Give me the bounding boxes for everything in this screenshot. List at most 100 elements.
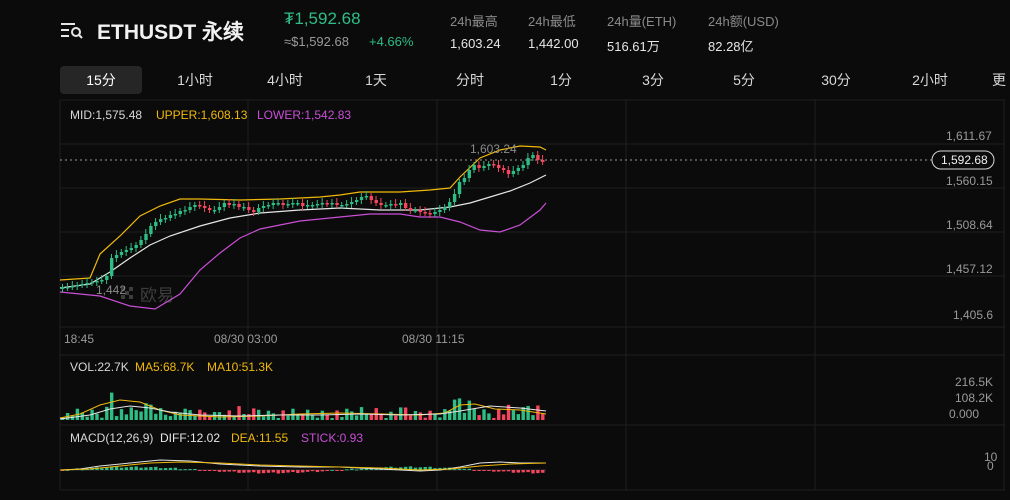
- mid-band-line: [59, 174, 547, 289]
- candle-body: [75, 285, 80, 287]
- volume-bar: [114, 416, 119, 420]
- change-percent: +4.66%: [369, 34, 414, 49]
- tab-4h[interactable]: 4小时: [267, 72, 303, 88]
- volume-bar: [95, 413, 99, 420]
- volume-bar: [276, 418, 280, 420]
- vol-label: VOL:22.7K: [70, 360, 129, 374]
- candle-body: [462, 178, 467, 182]
- candle-body: [389, 204, 393, 206]
- macd-diff-label: DIFF:12.02: [160, 431, 220, 445]
- macd-bar: [198, 470, 202, 471]
- macd-bar: [428, 466, 432, 470]
- candle-body: [536, 155, 540, 160]
- macd-bar: [100, 468, 104, 470]
- volume-bar: [384, 418, 388, 420]
- candle-body: [457, 182, 462, 194]
- candle-body: [315, 204, 320, 206]
- tab-3m[interactable]: 3分: [642, 72, 664, 88]
- macd-bar: [301, 470, 305, 473]
- macd-bar: [203, 470, 207, 471]
- candle-body: [325, 203, 329, 205]
- tab-5m[interactable]: 5分: [733, 72, 755, 88]
- macd-bar: [511, 470, 516, 473]
- tab-1h[interactable]: 1小时: [177, 72, 213, 88]
- candle-body: [105, 276, 109, 280]
- candle-body: [227, 203, 231, 205]
- candle-body: [394, 204, 398, 206]
- candle-body: [183, 210, 187, 212]
- candle-body: [114, 255, 119, 258]
- price-axis-label: 1,457.12: [946, 262, 993, 276]
- tab-1m[interactable]: 1分: [550, 72, 572, 88]
- volume-bar: [482, 409, 486, 420]
- menu-search-icon[interactable]: [60, 20, 84, 40]
- macd-axis-label: 10: [984, 450, 998, 464]
- volume-bar: [423, 417, 427, 420]
- macd-bar: [252, 470, 256, 473]
- macd-bar: [261, 470, 266, 474]
- vol-ma10-label: MA10:51.3K: [207, 360, 273, 374]
- macd-bar: [217, 470, 222, 472]
- volume-bar: [178, 413, 182, 420]
- high-price-marker: 1,603.24: [470, 142, 517, 156]
- volume-bar: [100, 417, 104, 420]
- macd-bar: [158, 468, 163, 470]
- stat-24h-turnover: 24h额(USD) 82.28亿: [708, 11, 779, 55]
- macd-bar: [497, 470, 501, 472]
- macd-bar: [472, 470, 476, 471]
- macd-bar: [462, 468, 467, 470]
- candle-body: [423, 212, 427, 214]
- volume-bar: [139, 411, 143, 420]
- candle-body: [247, 207, 251, 210]
- time-axis-label: 08/30 03:00: [214, 332, 278, 346]
- volume-bar: [492, 418, 496, 420]
- volume-bar: [354, 415, 359, 420]
- tab-1d[interactable]: 1天: [365, 72, 387, 88]
- volume-bar: [119, 409, 124, 420]
- volume-bar: [149, 404, 153, 420]
- volume-bar: [315, 417, 320, 420]
- volume-bar: [340, 417, 344, 420]
- volume-bar: [511, 410, 516, 420]
- candle-body: [271, 203, 276, 205]
- candle-body: [354, 200, 359, 202]
- candle-body: [531, 155, 535, 158]
- tab-30m[interactable]: 30分: [821, 72, 851, 88]
- volume-bar: [413, 411, 418, 420]
- macd-bar: [521, 470, 525, 473]
- macd-bar: [242, 470, 246, 473]
- candle-body: [448, 202, 452, 207]
- volume-bar: [207, 416, 212, 420]
- candle-body: [100, 280, 104, 282]
- macd-bar: [222, 470, 227, 472]
- candle-body: [149, 226, 153, 234]
- macd-bar: [109, 467, 114, 470]
- upper-label: UPPER:1,608.13: [156, 108, 248, 122]
- symbol-title[interactable]: ETHUSDT 永续: [97, 21, 244, 44]
- macd-bar: [178, 469, 182, 471]
- tab-15m[interactable]: 15分: [60, 66, 142, 94]
- volume-bar: [256, 409, 261, 420]
- volume-bar: [193, 415, 197, 420]
- macd-bar: [163, 468, 168, 470]
- stat-24h-volume: 24h量(ETH) 516.61万: [607, 11, 676, 55]
- candle-body: [61, 287, 65, 289]
- volume-bar: [399, 407, 403, 420]
- tab-time-share[interactable]: 分时: [456, 72, 484, 88]
- macd-bar: [330, 469, 334, 471]
- interval-tabs: 15分 1小时 4小时 1天 分时 1分 3分 5分 30分 2小时 更: [0, 64, 1010, 96]
- volume-bar: [472, 408, 476, 420]
- candle-body: [305, 205, 310, 207]
- macd-bar: [149, 467, 153, 470]
- candle-body: [70, 286, 75, 288]
- tab-2h[interactable]: 2小时: [912, 72, 948, 88]
- volume-bar: [109, 392, 114, 420]
- candle-body: [443, 207, 447, 210]
- tab-more[interactable]: 更: [992, 72, 1006, 88]
- stat-value: 82.28亿: [708, 39, 754, 54]
- macd-bar: [408, 466, 413, 470]
- volume-bar: [467, 400, 472, 420]
- candle-body: [95, 281, 99, 283]
- macd-bar: [207, 470, 212, 471]
